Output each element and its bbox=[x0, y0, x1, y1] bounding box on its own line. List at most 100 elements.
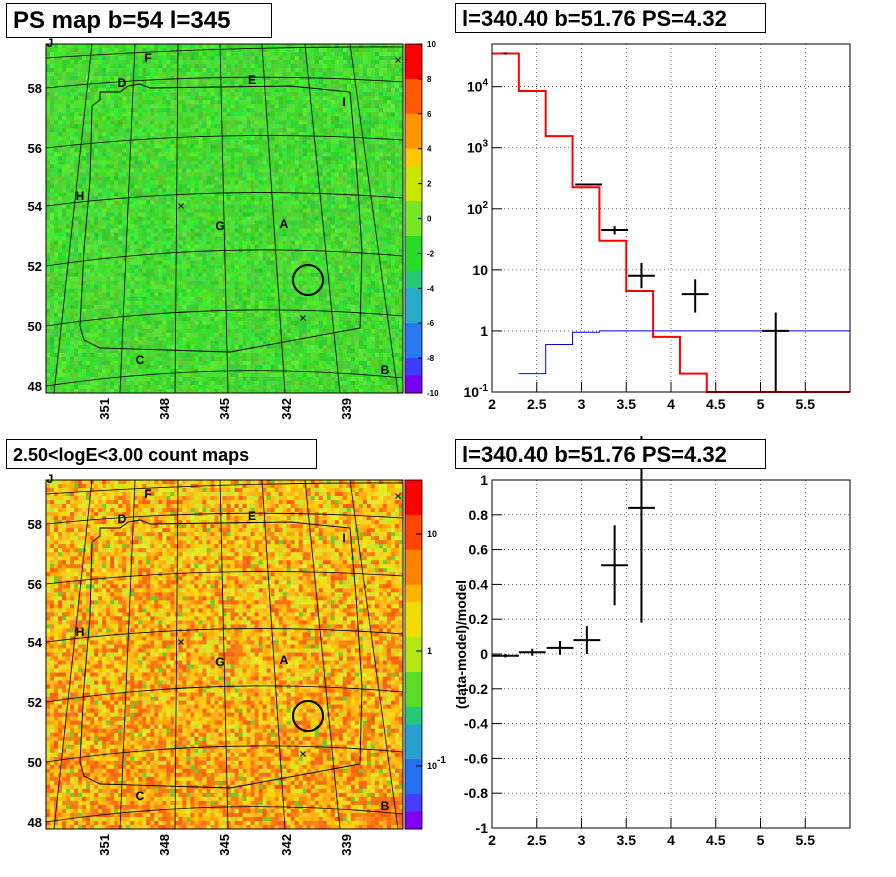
pixel bbox=[186, 64, 190, 68]
pixel bbox=[94, 48, 98, 52]
pixel bbox=[259, 216, 263, 220]
pixel bbox=[391, 225, 395, 229]
pixel bbox=[66, 152, 70, 156]
pixel bbox=[222, 212, 226, 216]
pixel bbox=[295, 60, 299, 64]
pixel bbox=[114, 216, 118, 220]
pixel bbox=[327, 132, 331, 136]
pixel bbox=[110, 241, 114, 245]
pixel bbox=[154, 229, 158, 233]
pixel bbox=[299, 56, 303, 60]
pixel bbox=[299, 144, 303, 148]
pixel bbox=[74, 60, 78, 64]
pixel bbox=[154, 253, 158, 257]
pixel bbox=[126, 112, 130, 116]
pixel bbox=[363, 229, 367, 233]
pixel bbox=[118, 56, 122, 60]
pixel bbox=[247, 208, 251, 212]
pixel bbox=[194, 233, 198, 237]
pixel bbox=[383, 96, 387, 100]
pixel bbox=[98, 184, 102, 188]
pixel bbox=[174, 144, 178, 148]
pixel bbox=[395, 241, 399, 245]
pixel bbox=[146, 212, 150, 216]
pixel bbox=[154, 180, 158, 184]
pixel bbox=[383, 144, 387, 148]
pixel bbox=[319, 229, 323, 233]
pixel bbox=[251, 196, 255, 200]
pixel bbox=[198, 88, 202, 92]
pixel bbox=[299, 152, 303, 156]
pixel bbox=[335, 160, 339, 164]
pixel bbox=[70, 124, 74, 128]
pixel bbox=[114, 237, 118, 241]
pixel bbox=[375, 164, 379, 168]
pixel bbox=[379, 249, 383, 253]
pixel bbox=[251, 225, 255, 229]
pixel bbox=[142, 44, 146, 48]
pixel bbox=[150, 221, 154, 225]
pixel bbox=[134, 152, 138, 156]
pixel bbox=[126, 100, 130, 104]
pixel bbox=[134, 249, 138, 253]
pixel bbox=[86, 120, 90, 124]
pixel bbox=[343, 156, 347, 160]
pixel bbox=[307, 225, 311, 229]
pixel bbox=[315, 221, 319, 225]
pixel bbox=[170, 152, 174, 156]
pixel bbox=[190, 96, 194, 100]
pixel bbox=[371, 245, 375, 249]
pixel bbox=[235, 233, 239, 237]
pixel bbox=[311, 241, 315, 245]
pixel bbox=[170, 160, 174, 164]
pixel bbox=[78, 204, 82, 208]
pixel bbox=[46, 241, 50, 245]
pixel bbox=[154, 216, 158, 220]
pixel bbox=[295, 180, 299, 184]
pixel bbox=[198, 112, 202, 116]
pixel bbox=[62, 192, 66, 196]
pixel bbox=[198, 184, 202, 188]
pixel bbox=[142, 257, 146, 261]
pixel bbox=[86, 144, 90, 148]
pixel bbox=[174, 265, 178, 269]
pixel bbox=[206, 261, 210, 265]
pixel bbox=[327, 168, 331, 172]
pixel bbox=[319, 148, 323, 152]
pixel bbox=[299, 120, 303, 124]
pixel bbox=[138, 192, 142, 196]
pixel bbox=[359, 104, 363, 108]
pixel bbox=[279, 148, 283, 152]
pixel bbox=[54, 156, 58, 160]
pixel bbox=[186, 241, 190, 245]
pixel bbox=[367, 249, 371, 253]
pixel bbox=[110, 100, 114, 104]
pixel bbox=[54, 192, 58, 196]
pixel bbox=[154, 144, 158, 148]
pixel bbox=[82, 56, 86, 60]
pixel bbox=[70, 192, 74, 196]
pixel bbox=[227, 257, 231, 261]
pixel bbox=[134, 257, 138, 261]
pixel bbox=[387, 64, 391, 68]
pixel bbox=[214, 184, 218, 188]
pixel bbox=[86, 152, 90, 156]
pixel bbox=[291, 168, 295, 172]
pixel bbox=[255, 148, 259, 152]
pixel bbox=[94, 225, 98, 229]
pixel bbox=[54, 265, 58, 269]
pixel bbox=[335, 229, 339, 233]
pixel bbox=[190, 212, 194, 216]
pixel bbox=[202, 104, 206, 108]
pixel bbox=[182, 72, 186, 76]
pixel bbox=[247, 192, 251, 196]
pixel bbox=[295, 172, 299, 176]
pixel bbox=[271, 265, 275, 269]
pixel bbox=[323, 112, 327, 116]
pixel bbox=[395, 72, 399, 76]
pixel bbox=[331, 100, 335, 104]
pixel bbox=[239, 261, 243, 265]
pixel bbox=[206, 180, 210, 184]
pixel bbox=[275, 204, 279, 208]
pixel bbox=[162, 72, 166, 76]
